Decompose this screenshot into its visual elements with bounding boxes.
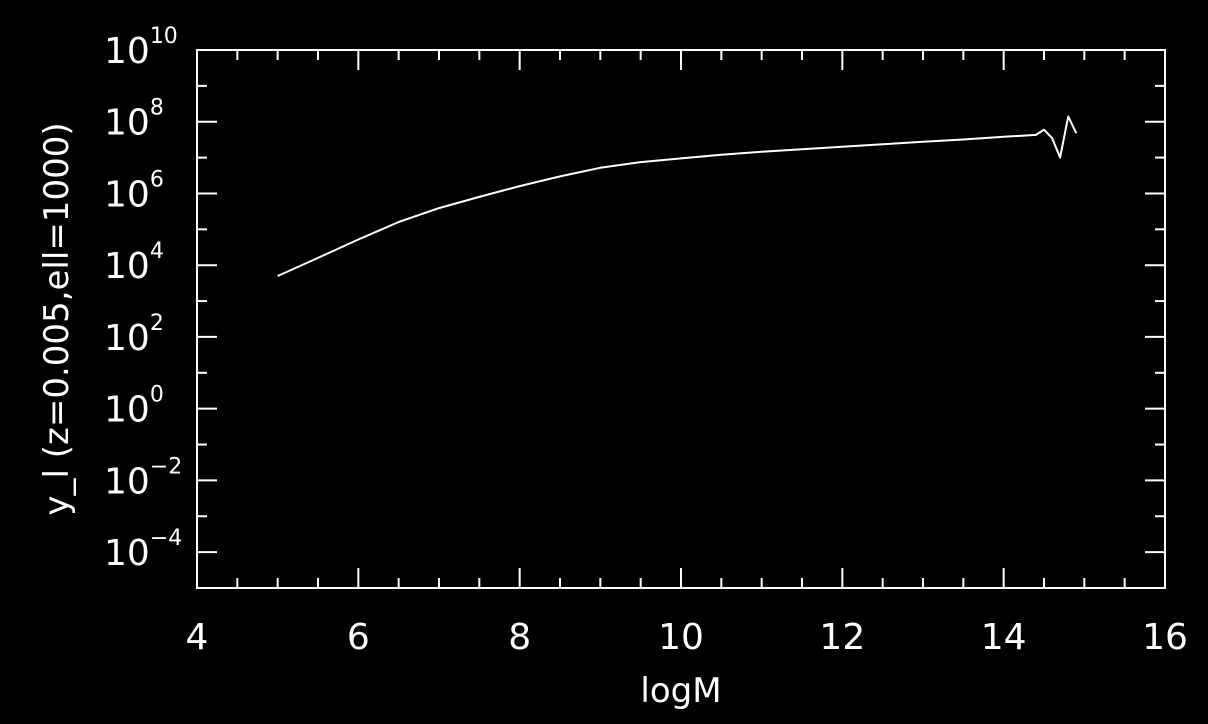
x-tick-labels: 4 6 8 10 12 14 16 — [186, 617, 1188, 658]
y-tick-label: 106 — [104, 167, 164, 215]
y-tick-label-exponent: 6 — [150, 167, 164, 192]
y-tick-label: 100 — [104, 383, 164, 431]
y-tick-label-exponent: −2 — [150, 454, 182, 479]
y-tick-label-exponent: 8 — [150, 96, 164, 121]
x-tick-label: 12 — [819, 617, 865, 658]
y-tick-label-exponent: 0 — [150, 383, 164, 408]
y-tick-label-exponent: 2 — [150, 311, 164, 336]
y-tick-label: 1010 — [104, 24, 178, 72]
x-tick-label: 4 — [186, 617, 209, 658]
y-tick-label: 10−2 — [104, 454, 182, 502]
y-tick-label: 102 — [104, 311, 164, 359]
y-tick-label: 104 — [104, 239, 164, 287]
y-tick-label-base: 10 — [104, 103, 150, 144]
x-tick-label: 6 — [347, 617, 370, 658]
y-tick-label-base: 10 — [104, 246, 150, 287]
y-tick-label-exponent: 4 — [150, 239, 164, 264]
x-tick-label: 10 — [658, 617, 704, 658]
y-tick-label-base: 10 — [104, 318, 150, 359]
y-tick-label-base: 10 — [104, 533, 150, 574]
y-tick-label-base: 10 — [104, 174, 150, 215]
y-tick-label-base: 10 — [104, 461, 150, 502]
series-line — [277, 115, 1078, 277]
y-tick-label: 10−4 — [104, 526, 182, 574]
x-tick-label: 14 — [981, 617, 1027, 658]
y-tick-label-base: 10 — [104, 390, 150, 431]
x-tick-label: 8 — [508, 617, 531, 658]
y-tick-label-exponent: −4 — [150, 526, 182, 551]
x-tick-label: 16 — [1142, 617, 1188, 658]
x-axis-label: logM — [640, 671, 721, 711]
y-tick-label-exponent: 10 — [150, 24, 178, 49]
y-tick-label: 108 — [104, 96, 164, 144]
axis-ticks — [196, 49, 1166, 589]
y-tick-label-base: 10 — [104, 31, 150, 72]
y-axis-label: y_l (z=0.005,ell=1000) — [37, 122, 77, 515]
